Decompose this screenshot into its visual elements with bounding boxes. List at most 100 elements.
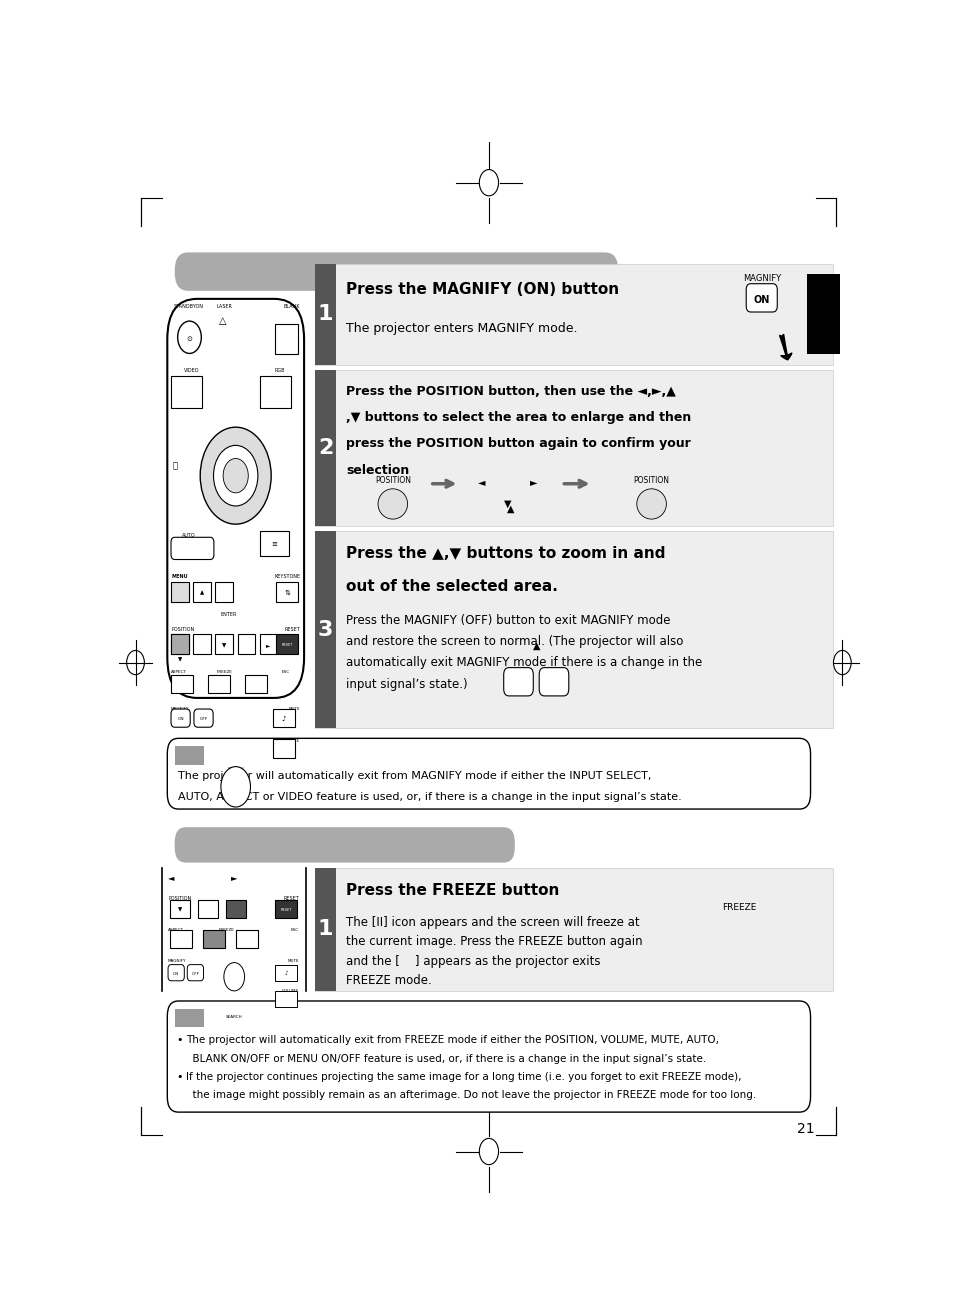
- FancyBboxPatch shape: [538, 668, 568, 695]
- Bar: [259, 375, 291, 408]
- Text: the image might possibly remain as an afterimage. Do not leave the projector in : the image might possibly remain as an af…: [186, 1090, 755, 1099]
- Text: Press the POSITION button, then use the ◄,►,▲: Press the POSITION button, then use the …: [346, 384, 676, 398]
- Text: press the POSITION button again to confirm your: press the POSITION button again to confi…: [346, 437, 690, 450]
- Bar: [170, 900, 190, 918]
- Bar: [193, 634, 211, 655]
- Circle shape: [200, 428, 271, 525]
- FancyBboxPatch shape: [167, 299, 304, 698]
- Bar: [171, 674, 193, 693]
- Text: ≡: ≡: [272, 542, 277, 547]
- Bar: [235, 930, 258, 949]
- Bar: [245, 674, 267, 693]
- Text: BLANK ON/OFF or MENU ON/OFF feature is used, or, if there is a change in the inp: BLANK ON/OFF or MENU ON/OFF feature is u…: [186, 1054, 705, 1064]
- Text: ASPECT: ASPECT: [171, 669, 187, 673]
- Text: POSITION: POSITION: [171, 627, 194, 632]
- Bar: [237, 634, 255, 655]
- Text: SEARCH: SEARCH: [227, 766, 244, 770]
- Text: VOLUME: VOLUME: [281, 989, 298, 993]
- Ellipse shape: [636, 489, 665, 520]
- FancyBboxPatch shape: [187, 964, 203, 981]
- Text: AUTO: AUTO: [182, 533, 195, 538]
- Text: ON: ON: [753, 295, 769, 304]
- Text: △: △: [219, 316, 226, 327]
- Bar: [273, 740, 294, 757]
- Bar: [259, 531, 289, 556]
- Text: input signal’s state.): input signal’s state.): [346, 678, 467, 690]
- Bar: [215, 634, 233, 655]
- Bar: [314, 867, 335, 991]
- Text: selection: selection: [346, 463, 409, 476]
- Text: OFF: OFF: [199, 718, 208, 722]
- Bar: [806, 274, 840, 354]
- Text: POSITION: POSITION: [633, 476, 669, 484]
- FancyBboxPatch shape: [171, 708, 190, 727]
- Text: POSITION: POSITION: [375, 476, 411, 484]
- Text: ▲: ▲: [533, 640, 540, 651]
- Text: ◄: ◄: [177, 643, 182, 648]
- Bar: [314, 370, 335, 526]
- FancyBboxPatch shape: [167, 1001, 810, 1113]
- Text: 1: 1: [317, 920, 333, 939]
- FancyBboxPatch shape: [503, 668, 533, 695]
- Circle shape: [221, 766, 251, 807]
- Text: SEARCH: SEARCH: [226, 1015, 242, 1019]
- Bar: [314, 264, 335, 365]
- Text: ⊙: ⊙: [187, 336, 193, 342]
- Text: ▲: ▲: [507, 504, 515, 514]
- Text: MUTE: MUTE: [289, 707, 300, 711]
- Text: ON: ON: [172, 972, 179, 976]
- Bar: [275, 991, 297, 1008]
- Text: FREEZE mode.: FREEZE mode.: [346, 974, 432, 987]
- Bar: [203, 930, 225, 949]
- Text: •: •: [176, 1072, 182, 1081]
- FancyBboxPatch shape: [745, 283, 777, 312]
- Text: Press the ▲,▼ buttons to zoom in and: Press the ▲,▼ buttons to zoom in and: [346, 546, 665, 562]
- Text: ◄: ◄: [477, 476, 485, 487]
- Ellipse shape: [377, 489, 407, 520]
- Bar: [208, 674, 230, 693]
- Text: POSITION: POSITION: [168, 896, 192, 901]
- Text: MUTE: MUTE: [287, 959, 298, 963]
- Text: RESET: RESET: [281, 643, 293, 647]
- Text: FREEZE: FREEZE: [216, 669, 233, 673]
- FancyBboxPatch shape: [174, 828, 515, 862]
- Bar: [273, 708, 294, 727]
- Text: KEYSTONE: KEYSTONE: [274, 573, 300, 579]
- Bar: [171, 634, 189, 655]
- Text: VIDEO: VIDEO: [183, 367, 199, 373]
- Text: The projector enters MAGNIFY mode.: The projector enters MAGNIFY mode.: [346, 323, 578, 335]
- Text: ►: ►: [231, 872, 237, 882]
- Text: ENTER: ENTER: [220, 611, 236, 617]
- Text: FREEZE: FREEZE: [721, 903, 756, 912]
- Circle shape: [224, 963, 244, 991]
- Text: If the projector continues projecting the same image for a long time (i.e. you f: If the projector continues projecting th…: [186, 1072, 740, 1081]
- Bar: [215, 581, 233, 602]
- Bar: [171, 375, 202, 408]
- Bar: [226, 900, 246, 918]
- Text: FREEZE: FREEZE: [219, 929, 234, 933]
- Text: ◄: ◄: [168, 872, 174, 882]
- Text: ♪: ♪: [281, 716, 286, 722]
- Text: ▼: ▼: [503, 499, 511, 509]
- Text: ON: ON: [177, 718, 184, 722]
- FancyBboxPatch shape: [171, 538, 213, 559]
- Bar: [274, 324, 298, 354]
- Text: RESET: RESET: [283, 896, 298, 901]
- Text: and restore the screen to normal. (The projector will also: and restore the screen to normal. (The p…: [346, 635, 683, 648]
- Text: 1: 1: [317, 304, 333, 324]
- Text: MAGNIFY: MAGNIFY: [171, 707, 190, 711]
- Bar: [275, 900, 297, 918]
- Text: the current image. Press the FREEZE button again: the current image. Press the FREEZE butt…: [346, 935, 642, 949]
- Text: LASER: LASER: [216, 304, 233, 308]
- Text: RESET: RESET: [280, 908, 292, 912]
- Text: ▼: ▼: [177, 657, 182, 663]
- Bar: [171, 634, 189, 655]
- Text: automatically exit MAGNIFY mode if there is a change in the: automatically exit MAGNIFY mode if there…: [346, 656, 701, 669]
- Text: The [II] icon appears and the screen will freeze at: The [II] icon appears and the screen wil…: [346, 916, 639, 929]
- Bar: [171, 581, 189, 602]
- Text: ►: ►: [266, 643, 271, 648]
- Text: MENU: MENU: [171, 573, 188, 579]
- Text: 3: 3: [317, 619, 333, 640]
- Text: ♪: ♪: [284, 971, 288, 976]
- Bar: [275, 964, 297, 981]
